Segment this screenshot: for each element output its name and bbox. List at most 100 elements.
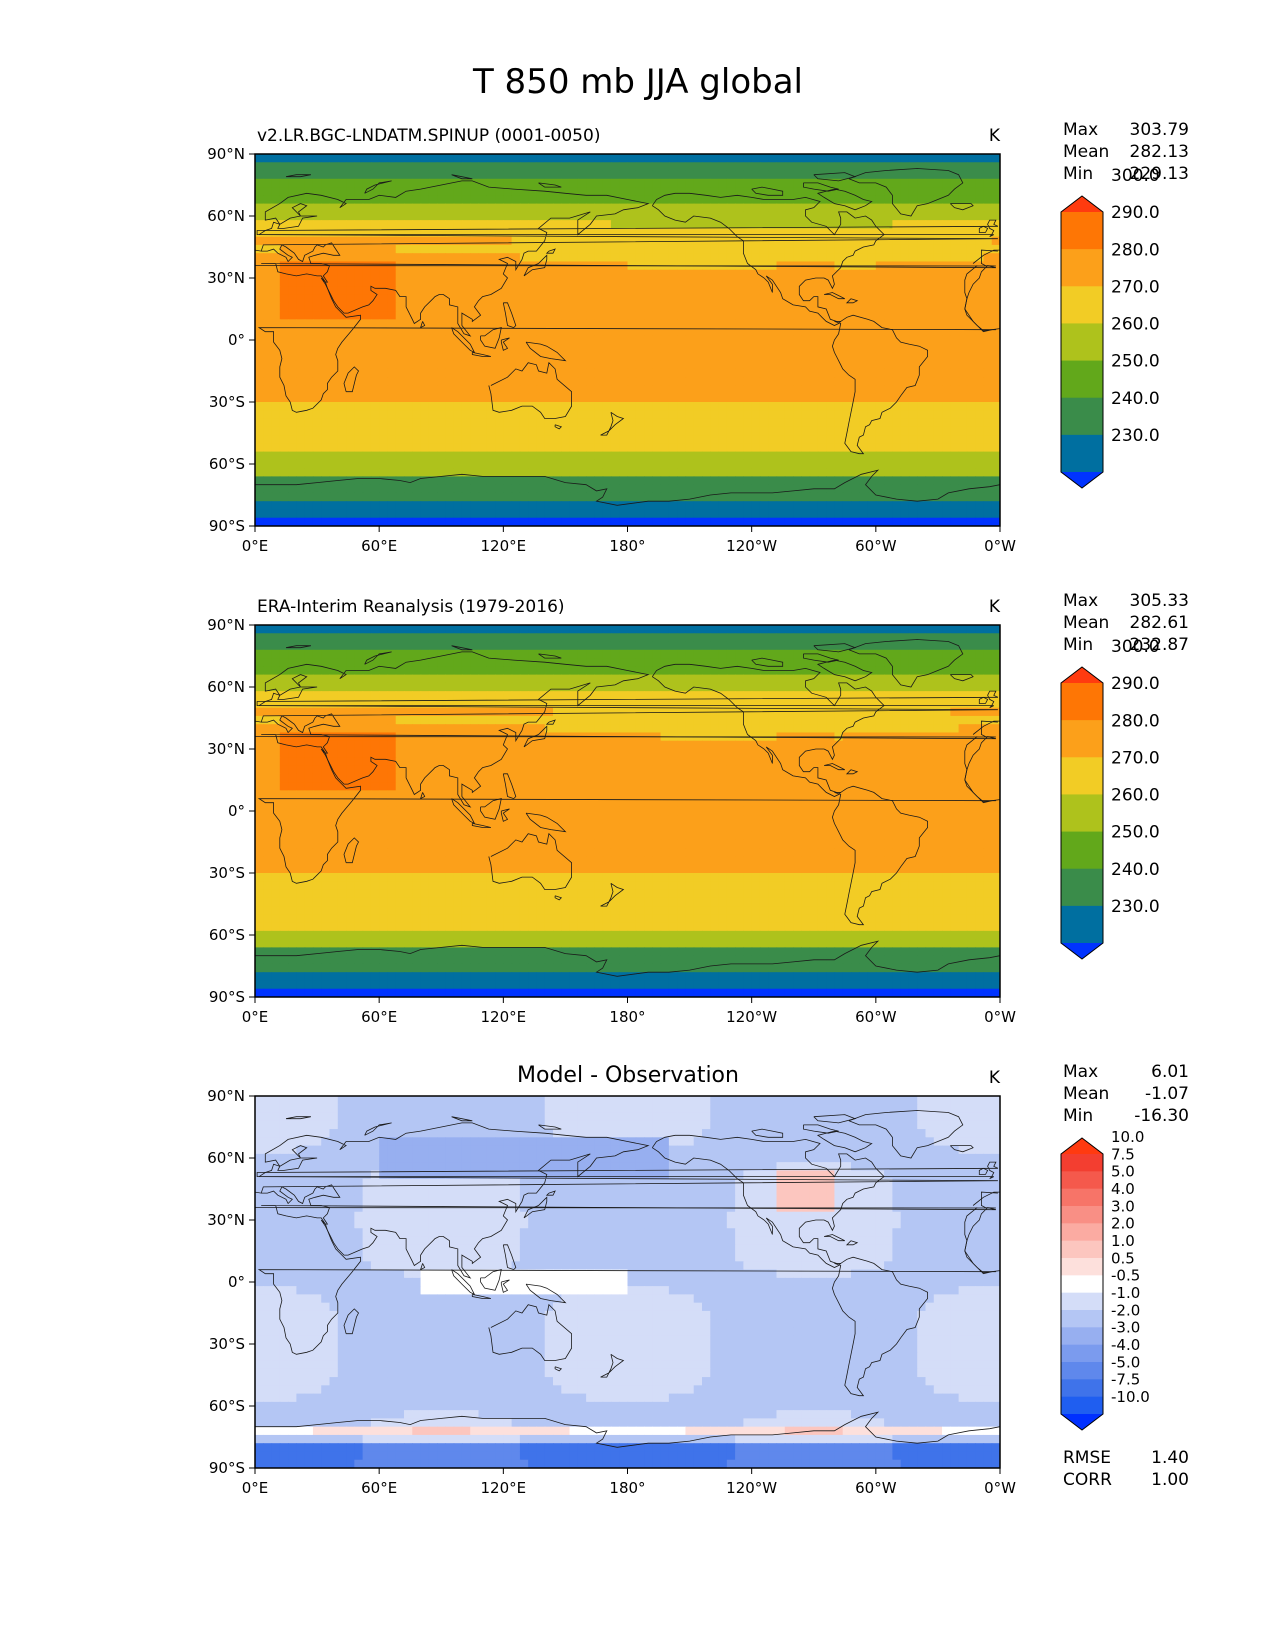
field-cell [884,368,893,378]
field-cell [908,154,918,163]
field-cell [370,170,380,180]
field-cell [958,278,968,287]
field-cell [610,360,620,370]
field-cell [346,211,355,221]
field-cell [255,220,264,229]
field-cell [337,451,347,461]
field-cell [428,269,438,279]
field-cell [519,426,529,436]
field-cell [536,385,546,395]
field-cell [908,385,918,395]
field-cell [892,344,902,353]
field-cell [784,170,794,180]
field-cell [842,228,852,238]
field-cell [420,451,430,461]
field-cell [975,203,985,213]
field-cell [851,459,860,469]
field-cell [892,327,902,337]
field-cell [296,459,306,469]
field-cell [933,211,943,221]
field-cell [718,352,728,362]
field-cell [602,641,612,651]
field-cell [933,451,943,461]
field-cell [644,269,653,279]
field-cell [544,178,554,188]
field-cell [884,484,893,494]
field-cell [321,625,331,634]
field-cell [652,649,662,659]
field-cell [925,641,935,651]
field-cell [793,311,802,320]
field-cell [362,625,372,634]
field-cell [337,170,347,180]
field-cell [263,286,273,296]
field-cell [437,418,446,428]
field-cell [461,492,471,502]
field-cell [503,509,513,519]
field-cell [503,459,513,469]
field-cell [652,368,662,378]
field-cell [263,228,273,238]
field-cell [544,393,554,403]
field-cell [586,674,595,684]
field-cell [842,360,852,370]
field-cell [478,393,488,403]
field-cell [561,236,571,246]
field-cell [619,625,629,634]
field-cell [776,501,786,511]
field-cell [255,335,264,345]
field-cell [751,517,761,526]
field-cell [768,368,778,378]
field-cell [362,691,372,700]
field-cell [668,360,678,370]
field-cell [718,451,728,461]
field-cell [966,410,976,420]
field-cell [826,476,836,486]
field-cell [735,649,744,659]
field-cell [279,335,289,345]
field-cell [933,402,943,411]
field-cell [586,170,595,180]
field-cell [826,244,836,254]
field-cell [958,368,968,378]
field-cell [660,451,670,461]
field-cell [610,377,620,387]
field-cell [735,294,744,304]
field-cell [809,244,819,254]
field-cell [602,682,612,692]
field-cell [991,435,1000,444]
field-cell [900,476,910,486]
field-cell [553,220,562,229]
field-cell [851,360,860,370]
field-cell [404,509,413,519]
field-cell [296,286,306,296]
field-cell [793,302,802,312]
field-cell [420,649,430,659]
field-cell [271,402,281,411]
field-cell [859,286,869,296]
field-cell [983,319,993,329]
field-cell [321,178,331,188]
field-cell [826,451,836,461]
field-cell [296,344,306,353]
field-cell [668,682,678,692]
field-cell [660,641,670,651]
field-cell [370,269,380,279]
field-cell [776,170,786,180]
field-cell [370,244,380,254]
field-cell [528,393,538,403]
field-cell [735,426,744,436]
field-cell [503,402,513,411]
field-cell [279,649,289,659]
field-cell [412,484,422,494]
field-cell [561,368,571,378]
field-cell [271,269,281,279]
field-cell [759,377,769,387]
field-cell [304,294,314,304]
field-cell [312,236,322,246]
field-cell [884,228,893,238]
field-cell [950,468,960,477]
field-cell [354,327,364,337]
field-cell [685,352,695,362]
field-cell [958,682,968,692]
